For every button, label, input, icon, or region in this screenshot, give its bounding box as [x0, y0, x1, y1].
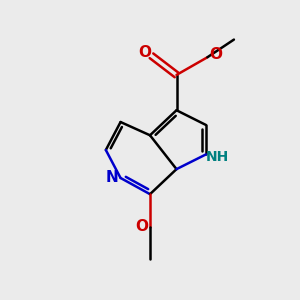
Text: N: N [106, 170, 119, 185]
Text: O: O [139, 45, 152, 60]
Text: O: O [135, 219, 148, 234]
Text: NH: NH [206, 150, 229, 164]
Text: O: O [210, 47, 223, 62]
